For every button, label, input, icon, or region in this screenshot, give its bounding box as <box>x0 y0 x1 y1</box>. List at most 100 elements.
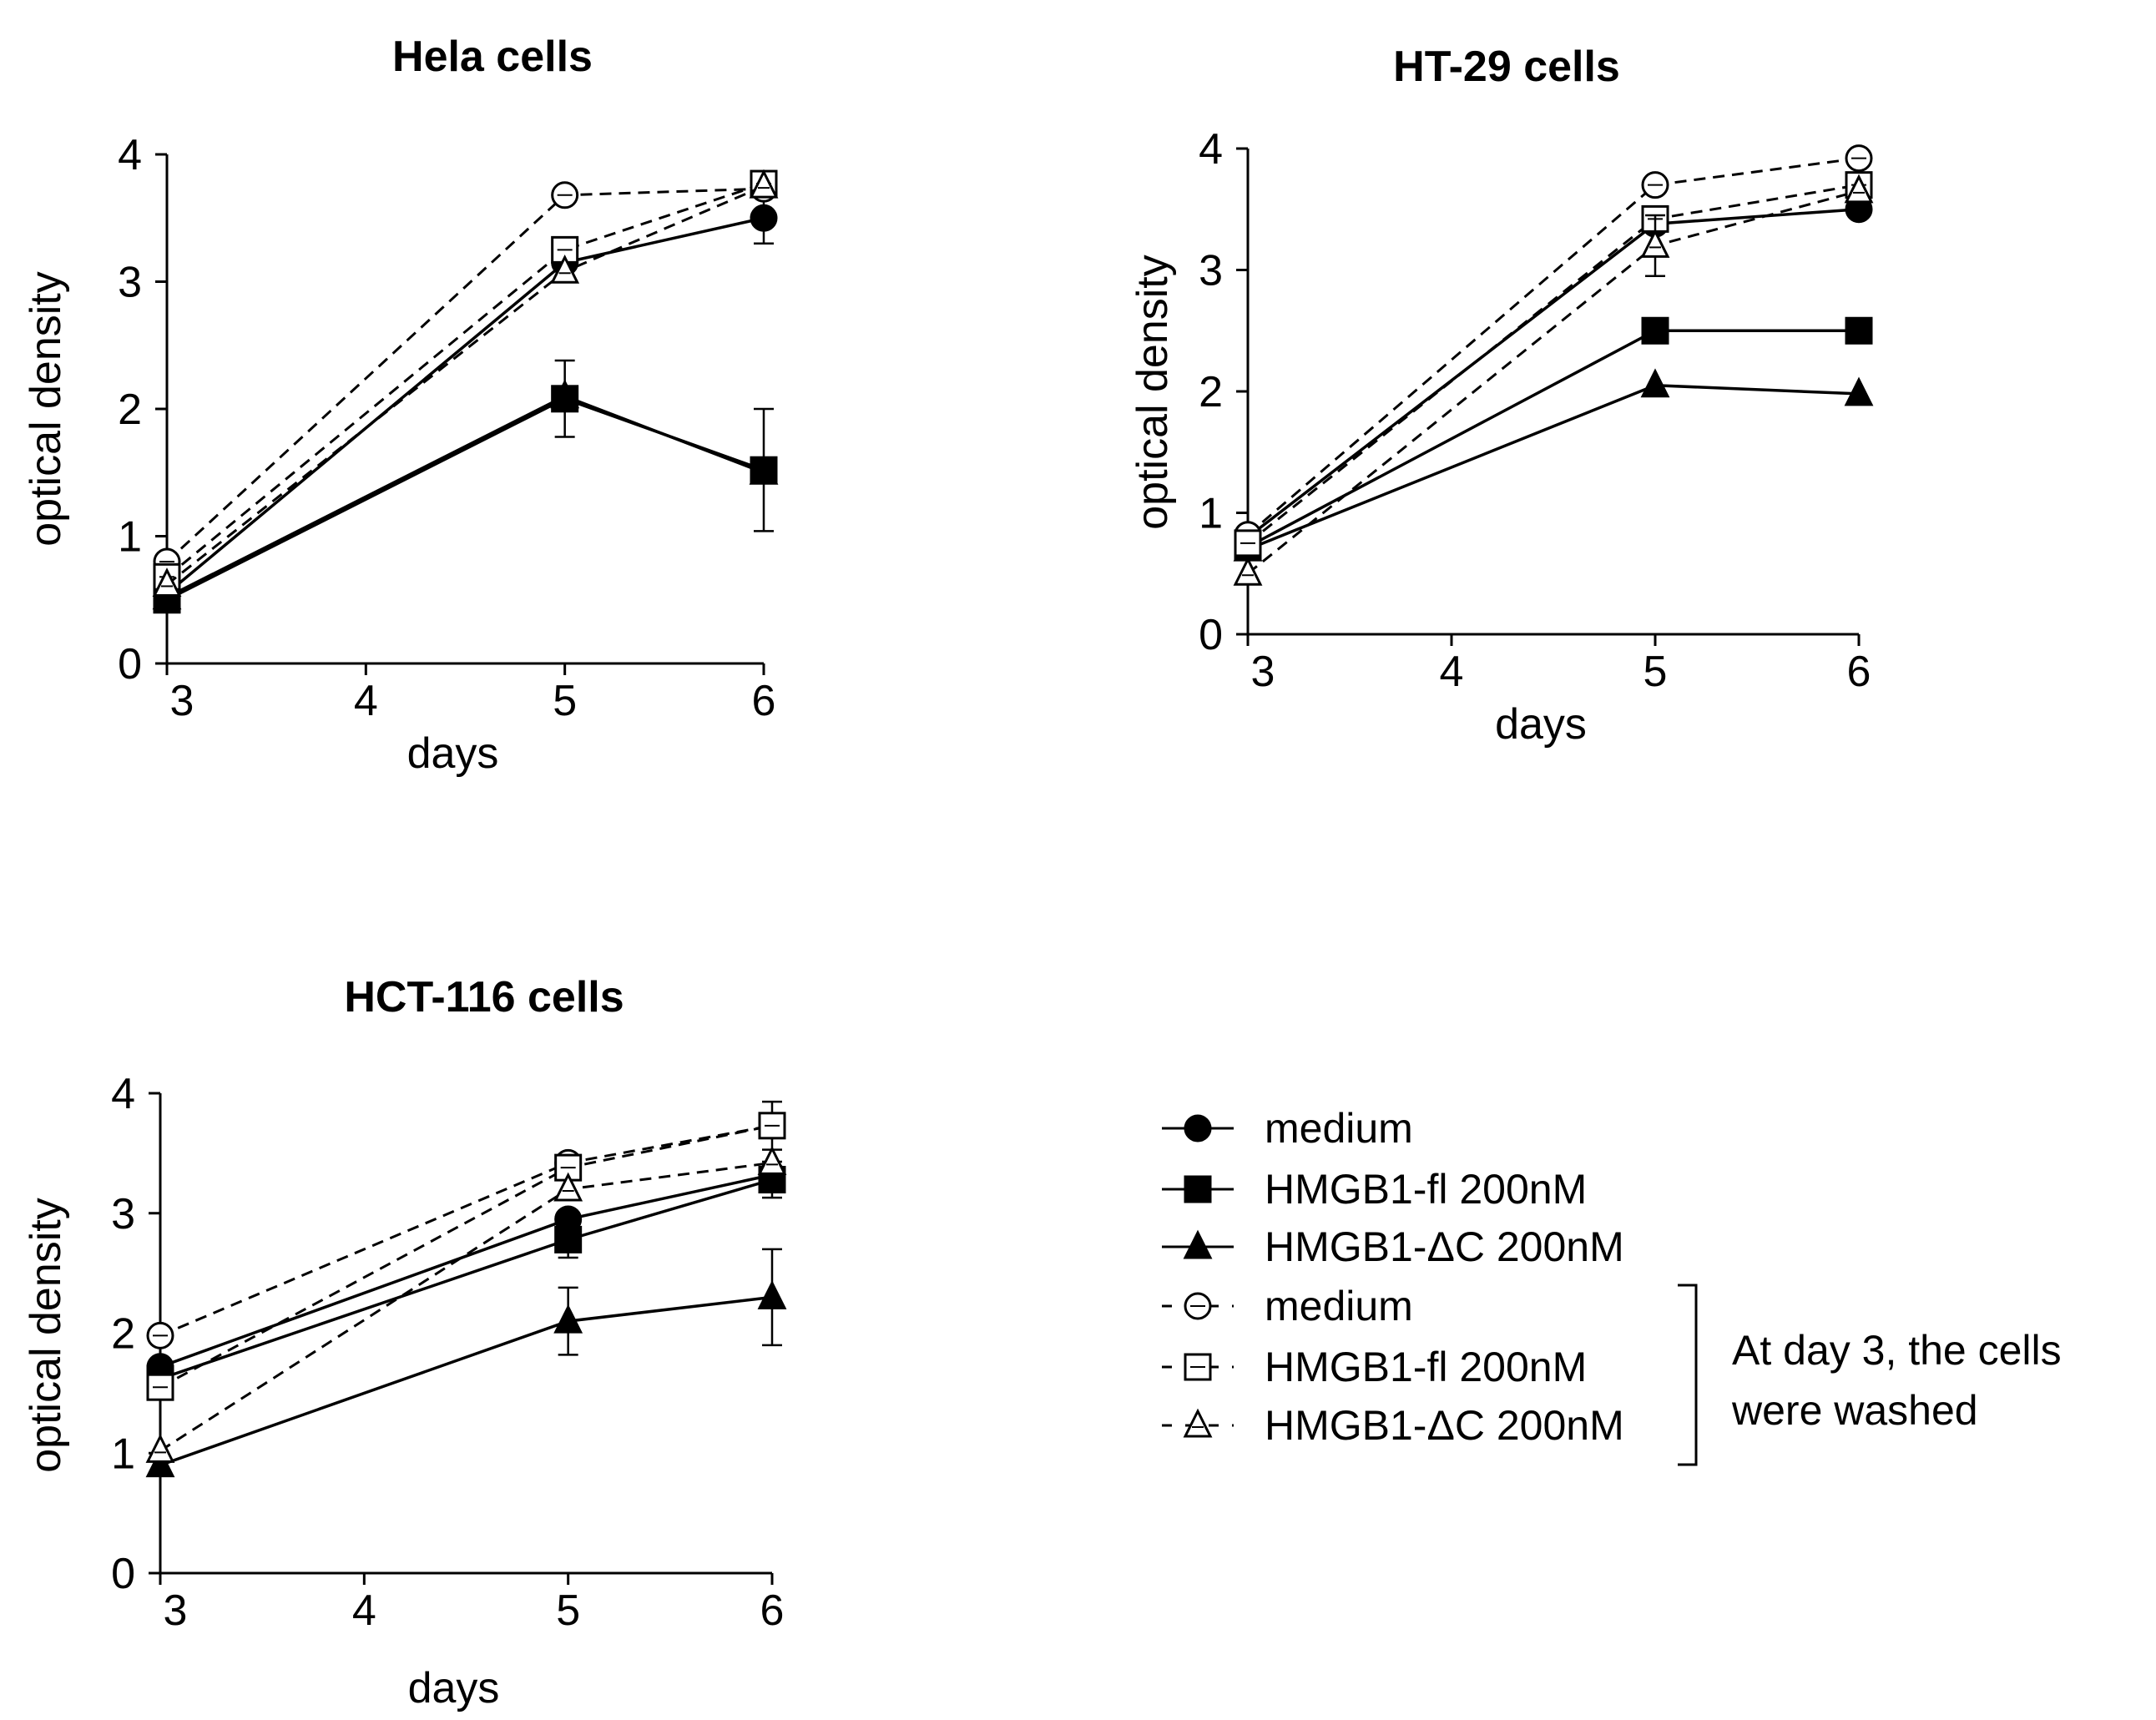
data-point <box>749 169 779 199</box>
data-point <box>1641 316 1669 345</box>
series-5 <box>152 169 779 597</box>
y-tick-label: 3 <box>118 259 142 307</box>
series-line <box>166 394 765 599</box>
y-tick-label: 0 <box>1199 611 1223 659</box>
x-tick-label: 4 <box>354 677 378 725</box>
series-line <box>1247 189 1860 575</box>
series-line <box>165 216 765 595</box>
chart-title: HCT-116 cells <box>344 973 624 1021</box>
series-4 <box>1234 171 1873 557</box>
data-point <box>553 1304 583 1334</box>
data-point <box>145 1448 175 1478</box>
x-axis-label: days <box>408 1664 500 1712</box>
series-2 <box>1233 368 1874 562</box>
y-axis-label: optical density <box>22 271 70 547</box>
x-tick-label: 3 <box>1251 648 1275 696</box>
y-tick-label: 1 <box>111 1430 135 1478</box>
chart-title: Hela cells <box>392 33 593 81</box>
x-tick-label: 4 <box>352 1586 376 1635</box>
chart-panel-2: HCT-116 cells 0 1 2 3 4 3 4 5 6 days optical densit… <box>22 973 787 1712</box>
x-axis-label: days <box>407 729 499 778</box>
series-line <box>1246 208 1860 538</box>
data-point <box>1845 316 1873 345</box>
y-tick-label: 3 <box>1199 247 1223 295</box>
x-tick-label: 6 <box>752 677 776 725</box>
data-point <box>152 567 182 597</box>
legend-label: HMGB1-fl 200nM <box>1265 1344 1587 1390</box>
legend-label: HMGB1-fl 200nM <box>1265 1166 1587 1213</box>
data-point <box>550 379 580 409</box>
series-0 <box>153 191 778 608</box>
series-1 <box>153 359 778 614</box>
series-3 <box>146 1112 786 1349</box>
bracket-note: At day 3, the cells <box>1732 1327 2062 1374</box>
x-axis-label: days <box>1495 700 1587 749</box>
y-tick-label: 3 <box>111 1190 135 1238</box>
series-line <box>166 396 765 602</box>
legend-item: HMGB1-fl 200nM <box>1162 1344 1587 1390</box>
legend-item: HMGB1-ΔC 200nM <box>1162 1223 1624 1270</box>
data-point <box>550 254 580 284</box>
series-5 <box>1233 174 1874 586</box>
series-line <box>166 182 765 578</box>
series-4 <box>146 1100 786 1401</box>
x-tick-label: 6 <box>1847 648 1871 696</box>
series-line <box>166 184 765 586</box>
legend-item: medium <box>1162 1105 1413 1152</box>
x-tick-label: 5 <box>1644 648 1668 696</box>
series-line <box>1247 184 1860 545</box>
legend-label: HMGB1-ΔC 200nM <box>1265 1223 1624 1270</box>
chart-panel-0: Hela cells 0 1 2 3 4 3 4 5 6 days optical density <box>22 33 779 778</box>
legend-marker <box>1184 1175 1212 1203</box>
data-point <box>1233 556 1263 586</box>
y-tick-label: 0 <box>111 1550 135 1598</box>
data-point <box>757 1280 787 1309</box>
legend-label: HMGB1-ΔC 200nM <box>1265 1402 1624 1449</box>
series-0 <box>1234 195 1873 552</box>
x-tick-label: 3 <box>164 1586 188 1635</box>
bracket-note: were washed <box>1731 1387 1978 1434</box>
y-tick-label: 4 <box>1199 125 1223 174</box>
data-point <box>1640 368 1670 398</box>
x-tick-label: 5 <box>556 1586 580 1635</box>
legend-marker <box>1183 1408 1213 1438</box>
data-point <box>1844 376 1874 406</box>
x-tick-label: 5 <box>553 677 577 725</box>
data-point <box>553 1172 583 1202</box>
data-point <box>1234 529 1262 557</box>
y-tick-label: 0 <box>118 640 142 689</box>
legend: medium HMGB1-fl 200nM HMGB1-ΔC 200nM medium… <box>1162 1105 2062 1466</box>
series-line <box>165 187 765 563</box>
legend-label: medium <box>1265 1105 1413 1152</box>
series-line <box>1247 157 1860 536</box>
series-3 <box>1234 144 1873 549</box>
series-2 <box>152 379 779 610</box>
legend-bracket <box>1678 1284 1698 1466</box>
chart-panel-1: HT-29 cells 0 1 2 3 4 3 4 5 6 days optical density <box>1128 43 1874 749</box>
legend-item: HMGB1-fl 200nM <box>1162 1166 1587 1213</box>
y-tick-label: 1 <box>1199 490 1223 538</box>
series-1 <box>1234 316 1873 561</box>
data-point <box>750 204 778 232</box>
series-5 <box>145 1146 787 1463</box>
series-line <box>159 1124 773 1337</box>
y-tick-label: 2 <box>111 1310 135 1359</box>
legend-label: medium <box>1265 1283 1413 1329</box>
series-2 <box>145 1248 787 1478</box>
x-tick-label: 3 <box>170 677 194 725</box>
legend-item: HMGB1-ΔC 200nM <box>1162 1402 1624 1449</box>
x-tick-label: 6 <box>760 1586 785 1635</box>
y-tick-label: 4 <box>111 1070 135 1118</box>
y-axis-label: optical density <box>22 1198 70 1473</box>
legend-marker <box>1184 1114 1212 1142</box>
y-tick-label: 2 <box>1199 368 1223 416</box>
series-line <box>159 1178 773 1380</box>
y-tick-label: 4 <box>118 131 142 179</box>
data-point <box>749 455 779 485</box>
data-point <box>757 1146 787 1175</box>
series-line <box>1247 329 1859 548</box>
data-point <box>145 1434 175 1463</box>
series-line <box>159 1295 773 1467</box>
data-point <box>554 1225 583 1253</box>
